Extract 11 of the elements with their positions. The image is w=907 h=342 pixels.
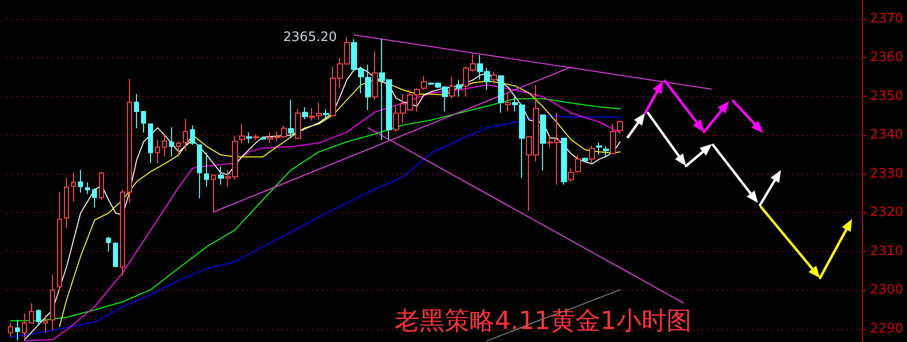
- y-tick-label: 2340: [870, 128, 904, 143]
- y-tick-label: 2360: [870, 50, 904, 66]
- y-tick-label: 2300: [870, 282, 904, 298]
- y-tick-label: 2320: [870, 205, 904, 220]
- text: 老黑策略4.11黄金1小时图: [394, 306, 692, 335]
- y-tick-label: 2350: [870, 88, 904, 104]
- y-tick-label: 2370: [870, 11, 904, 26]
- y-tick-label: 2290: [870, 321, 904, 336]
- annotation: 2365.20: [283, 30, 337, 46]
- y-tick-label: 2310: [870, 244, 904, 259]
- y-tick-label: 2330: [870, 166, 904, 182]
